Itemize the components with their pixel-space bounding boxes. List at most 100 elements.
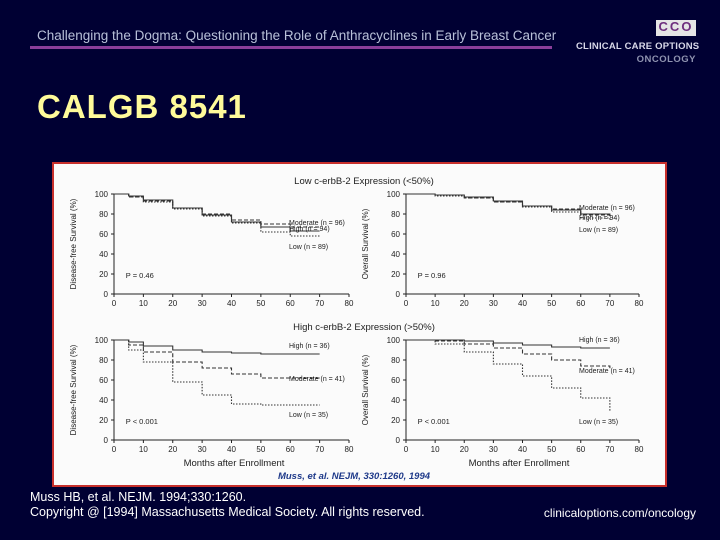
x-tick-label: 20: [460, 299, 469, 308]
p-value-annotation: P < 0.001: [126, 417, 158, 426]
series-label: Moderate (n = 96): [289, 220, 345, 227]
x-tick-label: 70: [315, 299, 324, 308]
x-tick-label: 20: [460, 445, 469, 454]
x-tick-label: 30: [489, 299, 498, 308]
km-panel-4: 0 20 40 60 80 100 0 10 20 30 40 50 60 70 80 Overall Sur…: [361, 336, 644, 454]
y-tick-label: 80: [99, 210, 108, 219]
survival-curve-3: [114, 339, 320, 406]
x-tick-label: 0: [112, 445, 117, 454]
row-title-low-expression: Low c-erbB-2 Expression (<50%): [294, 176, 434, 187]
y-tick-label: 60: [99, 376, 108, 385]
citation-copyright: Copyright @ [1994] Massachusetts Medical…: [30, 505, 425, 519]
survival-curves-figure: Low c-erbB-2 Expression (<50%) High c-er…: [69, 176, 644, 482]
y-tick-label: 40: [391, 250, 400, 259]
survival-curve-1: [406, 339, 610, 349]
series-label: Low (n = 89): [289, 244, 328, 251]
x-tick-label: 10: [431, 299, 440, 308]
y-tick-label: 100: [95, 190, 109, 199]
presentation-title: Challenging the Dogma: Questioning the R…: [37, 28, 557, 43]
x-tick-label: 60: [286, 445, 295, 454]
survival-curve-2: [406, 339, 611, 370]
series-label: High (n = 36): [289, 343, 330, 350]
p-value-annotation: P = 0.96: [418, 271, 446, 280]
logo-letters: CCO: [658, 19, 694, 34]
y-tick-label: 40: [99, 396, 108, 405]
x-tick-label: 10: [139, 445, 148, 454]
survival-curve-1: [114, 339, 320, 355]
website-url: clinicaloptions.com/oncology: [543, 506, 696, 520]
x-tick-label: 0: [112, 299, 117, 308]
series-label: Moderate (n = 41): [579, 368, 635, 375]
cco-logo: CCO CLINICAL CARE OPTIONS ONCOLOGY: [572, 19, 702, 66]
x-tick-label: 20: [168, 299, 177, 308]
y-tick-label: 0: [396, 436, 401, 445]
y-tick-label: 0: [104, 290, 109, 299]
x-tick-label: 30: [198, 445, 207, 454]
x-tick-label: 50: [547, 299, 556, 308]
x-tick-label: 50: [256, 299, 265, 308]
y-tick-label: 60: [391, 376, 400, 385]
x-tick-label: 0: [404, 299, 409, 308]
series-label: Low (n = 89): [579, 227, 618, 234]
y-tick-label: 80: [99, 356, 108, 365]
x-tick-label: 70: [605, 445, 614, 454]
y-axis-label: Overall Survival (%): [361, 354, 370, 425]
y-tick-label: 20: [391, 416, 400, 425]
logo-wordmark: CLINICAL CARE OPTIONS: [576, 41, 700, 52]
p-value-annotation: P < 0.001: [418, 417, 450, 426]
y-tick-label: 100: [387, 336, 401, 345]
y-tick-label: 60: [99, 230, 108, 239]
series-label: Low (n = 35): [289, 412, 328, 419]
y-tick-label: 20: [99, 416, 108, 425]
y-tick-label: 40: [391, 396, 400, 405]
x-tick-label: 0: [404, 445, 409, 454]
y-tick-label: 0: [104, 436, 109, 445]
x-tick-label: 60: [576, 299, 585, 308]
survival-curve-2: [114, 339, 320, 379]
series-label: Moderate (n = 96): [579, 205, 635, 212]
km-panel-2: 0 20 40 60 80 100 0 10 20 30 40 50 60 70 80 Overall Sur…: [361, 190, 644, 308]
x-tick-label: 70: [605, 299, 614, 308]
survival-curve-3: [114, 193, 321, 237]
source-citation: Muss HB, et al. NEJM. 1994;330:1260. Cop…: [30, 490, 425, 520]
x-axis-label-left: Months after Enrollment: [184, 458, 285, 469]
header-divider: [30, 46, 552, 49]
x-tick-label: 80: [345, 299, 354, 308]
x-tick-label: 60: [286, 299, 295, 308]
x-tick-label: 50: [256, 445, 265, 454]
km-panel-1: 0 20 40 60 80 100 0 10 20 30 40 50 60 70 80 Disease-fre…: [69, 190, 354, 308]
figure-citation: Muss, et al. NEJM, 330:1260, 1994: [278, 471, 431, 482]
y-tick-label: 20: [391, 270, 400, 279]
x-tick-label: 10: [139, 299, 148, 308]
x-tick-label: 30: [489, 445, 498, 454]
survival-curve-3: [406, 193, 611, 220]
x-tick-label: 20: [168, 445, 177, 454]
series-label: High (n = 36): [579, 337, 620, 344]
y-tick-label: 80: [391, 356, 400, 365]
logo-badge: [656, 20, 696, 36]
x-tick-label: 40: [227, 299, 236, 308]
y-tick-label: 20: [99, 270, 108, 279]
y-axis-label: Disease-free Survival (%): [69, 344, 78, 435]
x-tick-label: 80: [635, 445, 644, 454]
citation-reference: Muss HB, et al. NEJM. 1994;330:1260.: [30, 490, 247, 504]
y-tick-label: 40: [99, 250, 108, 259]
x-tick-label: 40: [518, 445, 527, 454]
y-tick-label: 100: [387, 190, 401, 199]
x-axis-label-right: Months after Enrollment: [469, 458, 570, 469]
slide-title: CALGB 8541: [37, 88, 247, 125]
x-tick-label: 40: [227, 445, 236, 454]
series-label: Low (n = 35): [579, 419, 618, 426]
y-tick-label: 80: [391, 210, 400, 219]
y-tick-label: 0: [396, 290, 401, 299]
x-tick-label: 10: [431, 445, 440, 454]
y-axis-label: Overall Survival (%): [361, 208, 370, 279]
row-title-high-expression: High c-erbB-2 Expression (>50%): [293, 322, 435, 333]
x-tick-label: 30: [198, 299, 207, 308]
x-tick-label: 80: [345, 445, 354, 454]
figure-frame: Low c-erbB-2 Expression (<50%) High c-er…: [52, 162, 667, 487]
x-tick-label: 60: [576, 445, 585, 454]
series-label: Moderate (n = 41): [289, 376, 345, 383]
